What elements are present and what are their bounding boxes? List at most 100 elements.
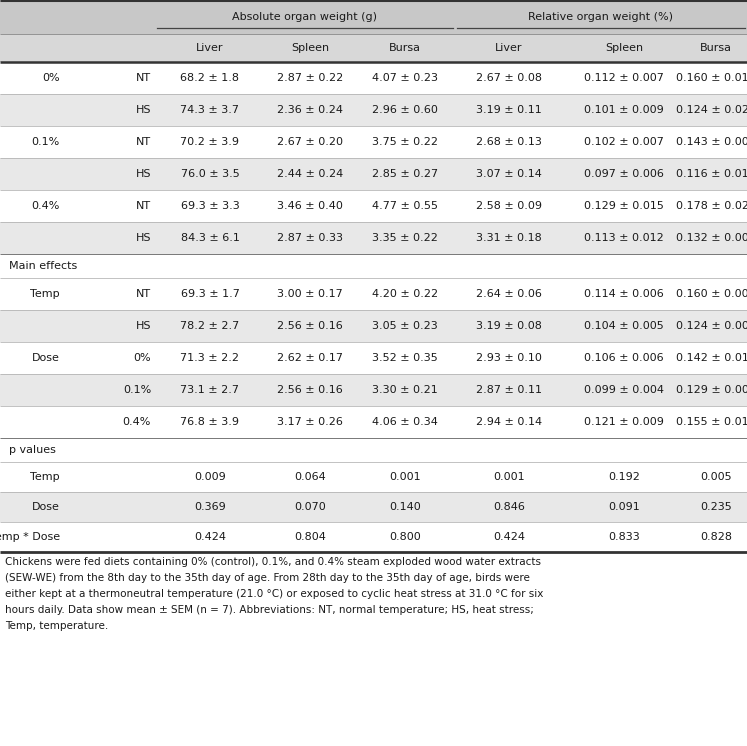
Text: 4.20 ± 0.22: 4.20 ± 0.22 [372, 289, 438, 299]
Text: 3.75 ± 0.22: 3.75 ± 0.22 [372, 137, 438, 147]
Text: 2.93 ± 0.10: 2.93 ± 0.10 [476, 353, 542, 363]
Text: 0.112 ± 0.007: 0.112 ± 0.007 [584, 73, 664, 83]
Text: Spleen: Spleen [291, 43, 329, 53]
Text: 0.001: 0.001 [389, 472, 421, 482]
Text: 0.846: 0.846 [493, 502, 525, 512]
Text: 0.424: 0.424 [493, 532, 525, 542]
Text: 0.129 ± 0.015: 0.129 ± 0.015 [584, 201, 664, 211]
Text: 3.00 ± 0.17: 3.00 ± 0.17 [277, 289, 343, 299]
Text: hours daily. Data show mean ± SEM (n = 7). Abbreviations: NT, normal temperature: hours daily. Data show mean ± SEM (n = 7… [5, 605, 534, 615]
Text: 3.46 ± 0.40: 3.46 ± 0.40 [277, 201, 343, 211]
Text: Main effects: Main effects [9, 261, 77, 271]
Text: 0.142 ± 0.013: 0.142 ± 0.013 [676, 353, 747, 363]
Text: Temp, temperature.: Temp, temperature. [5, 621, 108, 631]
Text: 2.67 ± 0.20: 2.67 ± 0.20 [277, 137, 343, 147]
Text: 0.132 ± 0.008: 0.132 ± 0.008 [676, 233, 747, 243]
Text: 0.106 ± 0.006: 0.106 ± 0.006 [584, 353, 664, 363]
Text: Relative organ weight (%): Relative organ weight (%) [528, 12, 674, 22]
Text: 3.07 ± 0.14: 3.07 ± 0.14 [476, 169, 542, 179]
Text: 0.4%: 0.4% [123, 417, 151, 427]
Text: 3.19 ± 0.08: 3.19 ± 0.08 [476, 321, 542, 331]
Text: 0.235: 0.235 [700, 502, 732, 512]
Text: 0.116 ± 0.012: 0.116 ± 0.012 [676, 169, 747, 179]
Text: NT: NT [136, 201, 151, 211]
Text: p values: p values [9, 445, 56, 455]
Text: 76.0 ± 3.5: 76.0 ± 3.5 [181, 169, 239, 179]
Text: Liver: Liver [196, 43, 224, 53]
Text: 0.099 ± 0.004: 0.099 ± 0.004 [584, 385, 664, 395]
Text: 2.87 ± 0.33: 2.87 ± 0.33 [277, 233, 343, 243]
Text: 70.2 ± 3.9: 70.2 ± 3.9 [181, 137, 240, 147]
Text: 0.1%: 0.1% [123, 385, 151, 395]
Text: Chickens were fed diets containing 0% (control), 0.1%, and 0.4% steam exploded w: Chickens were fed diets containing 0% (c… [5, 557, 541, 567]
Text: 84.3 ± 6.1: 84.3 ± 6.1 [181, 233, 240, 243]
Text: 0.1%: 0.1% [32, 137, 60, 147]
Text: 2.44 ± 0.24: 2.44 ± 0.24 [277, 169, 343, 179]
Text: 78.2 ± 2.7: 78.2 ± 2.7 [180, 321, 240, 331]
Text: either kept at a thermoneutral temperature (21.0 °C) or exposed to cyclic heat s: either kept at a thermoneutral temperatu… [5, 589, 543, 599]
Text: 0.192: 0.192 [608, 472, 640, 482]
Text: 2.68 ± 0.13: 2.68 ± 0.13 [476, 137, 542, 147]
Text: 0.178 ± 0.020: 0.178 ± 0.020 [676, 201, 747, 211]
Text: 71.3 ± 2.2: 71.3 ± 2.2 [181, 353, 240, 363]
Text: NT: NT [136, 73, 151, 83]
Text: 0.009: 0.009 [194, 472, 226, 482]
Text: 3.31 ± 0.18: 3.31 ± 0.18 [476, 233, 542, 243]
Text: Temp: Temp [31, 289, 60, 299]
Text: 0.129 ± 0.008: 0.129 ± 0.008 [676, 385, 747, 395]
Text: 2.67 ± 0.08: 2.67 ± 0.08 [476, 73, 542, 83]
Text: HS: HS [135, 233, 151, 243]
Text: NT: NT [136, 289, 151, 299]
Text: 0.001: 0.001 [493, 472, 525, 482]
Text: 0.064: 0.064 [294, 472, 326, 482]
Text: 2.56 ± 0.16: 2.56 ± 0.16 [277, 385, 343, 395]
Text: HS: HS [135, 169, 151, 179]
Text: 2.87 ± 0.11: 2.87 ± 0.11 [476, 385, 542, 395]
Text: 0.160 ± 0.010: 0.160 ± 0.010 [676, 73, 747, 83]
Text: 0.005: 0.005 [700, 472, 732, 482]
Text: 3.52 ± 0.35: 3.52 ± 0.35 [372, 353, 438, 363]
Text: 0.833: 0.833 [608, 532, 640, 542]
Text: Bursa: Bursa [389, 43, 421, 53]
Text: Liver: Liver [495, 43, 523, 53]
Text: 3.05 ± 0.23: 3.05 ± 0.23 [372, 321, 438, 331]
Text: Temp: Temp [31, 472, 60, 482]
Text: 2.85 ± 0.27: 2.85 ± 0.27 [372, 169, 438, 179]
Text: 0%: 0% [134, 353, 151, 363]
Text: 3.17 ± 0.26: 3.17 ± 0.26 [277, 417, 343, 427]
Text: 0.102 ± 0.007: 0.102 ± 0.007 [584, 137, 664, 147]
Text: 0.101 ± 0.009: 0.101 ± 0.009 [584, 105, 664, 115]
Text: 0.140: 0.140 [389, 502, 421, 512]
Text: 2.87 ± 0.22: 2.87 ± 0.22 [277, 73, 343, 83]
Text: 0.124 ± 0.024: 0.124 ± 0.024 [676, 105, 747, 115]
Text: 0.070: 0.070 [294, 502, 326, 512]
Text: 4.07 ± 0.23: 4.07 ± 0.23 [372, 73, 438, 83]
Text: Dose: Dose [32, 353, 60, 363]
Text: 0.4%: 0.4% [31, 201, 60, 211]
Text: Absolute organ weight (g): Absolute organ weight (g) [232, 12, 377, 22]
Text: 2.94 ± 0.14: 2.94 ± 0.14 [476, 417, 542, 427]
Text: 76.8 ± 3.9: 76.8 ± 3.9 [181, 417, 240, 427]
Text: 0.113 ± 0.012: 0.113 ± 0.012 [584, 233, 664, 243]
Text: 69.3 ± 1.7: 69.3 ± 1.7 [181, 289, 240, 299]
Text: (SEW-WE) from the 8th day to the 35th day of age. From 28th day to the 35th day : (SEW-WE) from the 8th day to the 35th da… [5, 573, 530, 583]
Text: 74.3 ± 3.7: 74.3 ± 3.7 [181, 105, 240, 115]
Text: 0.091: 0.091 [608, 502, 640, 512]
Text: 0.124 ± 0.009: 0.124 ± 0.009 [676, 321, 747, 331]
Text: 0.121 ± 0.009: 0.121 ± 0.009 [584, 417, 664, 427]
Text: HS: HS [135, 105, 151, 115]
Text: NT: NT [136, 137, 151, 147]
Text: 0.160 ± 0.008: 0.160 ± 0.008 [676, 289, 747, 299]
Text: 0.804: 0.804 [294, 532, 326, 542]
Text: 4.06 ± 0.34: 4.06 ± 0.34 [372, 417, 438, 427]
Text: 2.36 ± 0.24: 2.36 ± 0.24 [277, 105, 343, 115]
Text: 0.114 ± 0.006: 0.114 ± 0.006 [584, 289, 664, 299]
Text: 3.30 ± 0.21: 3.30 ± 0.21 [372, 385, 438, 395]
Text: 2.58 ± 0.09: 2.58 ± 0.09 [476, 201, 542, 211]
Text: Temp * Dose: Temp * Dose [0, 532, 60, 542]
Text: 3.35 ± 0.22: 3.35 ± 0.22 [372, 233, 438, 243]
Text: 0.097 ± 0.006: 0.097 ± 0.006 [584, 169, 664, 179]
Text: 69.3 ± 3.3: 69.3 ± 3.3 [181, 201, 239, 211]
Text: 0.104 ± 0.005: 0.104 ± 0.005 [584, 321, 664, 331]
Text: 2.56 ± 0.16: 2.56 ± 0.16 [277, 321, 343, 331]
